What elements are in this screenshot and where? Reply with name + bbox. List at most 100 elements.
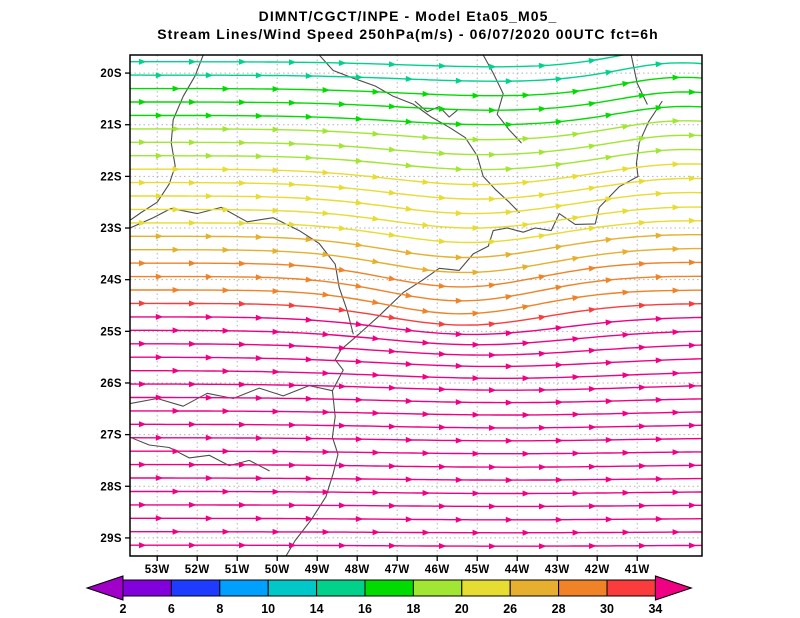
streamline-arrowhead (438, 150, 447, 157)
streamline (130, 120, 702, 141)
streamline-arrowhead (205, 354, 214, 361)
streamline-arrowhead (272, 207, 281, 214)
streamline-arrowhead (205, 394, 214, 401)
streamline-arrowhead (338, 383, 347, 390)
streamline-arrowhead (222, 448, 231, 455)
streamline-arrowhead (439, 543, 447, 549)
colorbar-label: 14 (310, 602, 324, 616)
streamline-arrowhead (489, 543, 497, 550)
streamline-arrowhead (388, 231, 397, 238)
streamline-arrowhead (455, 121, 464, 128)
colorbar-segment (170, 579, 221, 597)
colorbar-segment (606, 579, 656, 597)
streamline-arrowhead (605, 437, 614, 443)
x-axis-tick-label: 49W (305, 564, 330, 576)
streamline-arrowhead (305, 195, 314, 202)
y-axis-tick-label: 22S (100, 171, 122, 183)
colorbar-segment (509, 579, 560, 597)
streamline (130, 329, 702, 346)
streamline-arrowhead (255, 112, 264, 119)
streamline-arrowhead (622, 81, 630, 87)
streamline-arrowhead (622, 489, 631, 496)
streamline-arrowhead (589, 503, 597, 510)
map-outline-rio_parana (130, 55, 204, 221)
streamline-arrowhead (539, 387, 547, 393)
streamline-arrowhead (288, 221, 297, 228)
streamline-arrowhead (555, 516, 564, 523)
colorbar-label: 10 (261, 602, 275, 616)
colorbar-label: 6 (168, 602, 175, 616)
streamline-arrowhead (689, 259, 697, 266)
streamline-arrowhead (222, 368, 231, 375)
streamline-arrowhead (505, 437, 514, 444)
streamline-arrowhead (172, 327, 181, 334)
streamline-arrowhead (539, 543, 547, 550)
streamline-arrowhead (338, 345, 347, 351)
streamline-arrowhead (355, 358, 364, 365)
streamline-arrowhead (605, 69, 614, 76)
streamline-arrowhead (255, 395, 264, 401)
streamline-arrowhead (338, 101, 347, 108)
streamline-arrowhead (639, 49, 647, 55)
streamline-arrowhead (272, 408, 281, 415)
streamline-arrowhead (572, 215, 581, 222)
streamline-arrowhead (589, 543, 597, 549)
streamline-arrowhead (322, 251, 331, 258)
colorbar-segment (461, 579, 511, 597)
streamline-arrowhead (288, 140, 297, 147)
streamline-arrowhead (338, 306, 347, 313)
streamline-arrowhead (555, 362, 564, 369)
streamline-arrowhead (388, 275, 397, 282)
streamline-arrowhead (355, 157, 364, 164)
streamline-arrowhead (289, 542, 297, 549)
streamline-arrowhead (322, 448, 331, 455)
streamline-arrowhead (372, 449, 381, 456)
streamline-arrowhead (422, 411, 431, 418)
streamline-arrowhead (455, 437, 464, 444)
streamline-arrowhead (205, 152, 214, 159)
streamline-arrowhead (139, 219, 147, 226)
streamline-arrowhead (555, 399, 564, 406)
streamline-arrowhead (355, 241, 364, 248)
streamline-arrowhead (472, 92, 481, 99)
streamline-arrowhead (255, 193, 264, 200)
streamline-arrowhead (255, 234, 264, 240)
colorbar-label: 18 (406, 602, 420, 616)
streamline (130, 247, 702, 274)
streamline-arrowhead (538, 106, 547, 112)
streamline-arrowhead (489, 387, 497, 394)
streamline-arrowhead (405, 476, 414, 483)
streamline (130, 220, 702, 244)
streamline-arrowhead (455, 297, 464, 304)
streamline-arrowhead (172, 206, 181, 213)
streamline-arrowhead (339, 422, 347, 429)
streamline-arrowhead (239, 300, 247, 307)
streamline-arrowhead (255, 314, 264, 321)
streamline-arrowhead (538, 149, 547, 156)
streamline-arrowhead (605, 516, 614, 523)
streamline-arrowhead (222, 246, 231, 253)
streamline-arrowhead (222, 488, 231, 495)
streamline-arrowhead (689, 422, 697, 429)
streamline-arrowhead (272, 328, 281, 335)
streamline-arrowhead (172, 528, 181, 535)
streamline-arrowhead (372, 215, 381, 222)
streamline-arrowhead (522, 304, 530, 311)
colorbar-segment (364, 579, 414, 597)
streamline-arrowhead (588, 307, 597, 313)
streamline-arrowhead (155, 233, 164, 240)
streamline-arrowhead (572, 255, 580, 262)
streamline-arrowhead (272, 528, 281, 535)
streamline-arrowhead (588, 347, 597, 354)
x-axis-tick-label: 51W (225, 564, 250, 576)
streamline-arrowhead (388, 384, 397, 391)
streamline-arrowhead (622, 410, 631, 417)
streamline-arrowhead (272, 488, 281, 495)
streamline (130, 450, 702, 455)
streamline-arrowhead (605, 319, 614, 326)
streamline-arrowhead (272, 86, 281, 92)
streamline-arrowhead (372, 529, 381, 536)
streamline-arrowhead (689, 542, 697, 549)
streamline-arrowhead (155, 354, 164, 361)
